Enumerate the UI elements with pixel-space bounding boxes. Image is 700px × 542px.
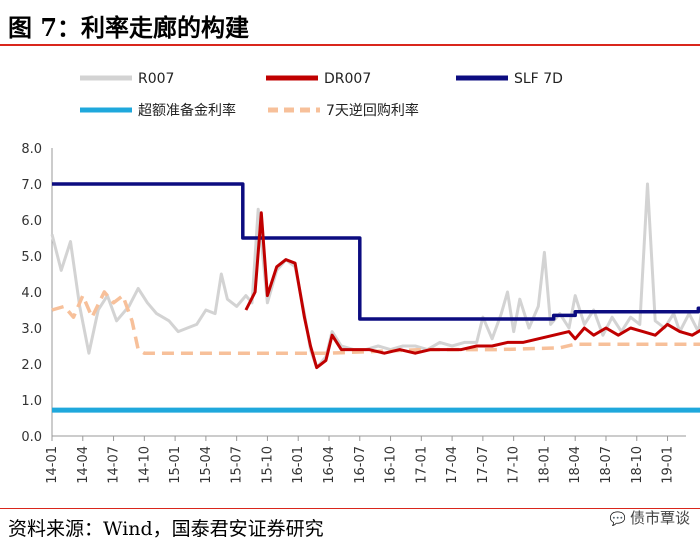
figure-title: 图 7：利率走廊的构建 [8,13,250,42]
x-tick-label: 18-04 [568,446,583,484]
watermark: 💬 债市覃谈 [610,507,690,528]
y-tick-label: 3.0 [21,322,42,337]
x-tick-label: 19-01 [661,446,676,484]
x-tick-label: 18-01 [537,446,552,484]
series-line-7天逆回购利率 [51,290,700,355]
legend-label: R007 [138,71,174,87]
title-divider [0,44,700,46]
watermark-text: 债市覃谈 [629,509,690,527]
axes: 0.0 1.0 2.0 3.0 4.0 5.0 6.0 7.0 8.0 14-01 14-04 14-… [21,142,686,484]
x-tick-label: 16-01 [291,446,306,484]
y-tick-label: 2.0 [21,358,42,373]
x-tick-label: 18-10 [630,446,645,484]
x-tick-label: 15-01 [168,446,183,484]
legend-label: 7天逆回购利率 [326,102,419,119]
chat-icon: 💬 [609,512,626,527]
x-tick-label: 17-10 [507,446,522,484]
x-tick-label: 14-10 [137,446,152,484]
x-tick-label: 15-07 [230,446,245,484]
series-line-R007 [50,182,700,370]
x-tick-label: 16-10 [384,446,399,484]
x-tick-label: 18-07 [599,446,614,484]
x-tick-label: 14-07 [107,446,122,484]
x-tick-label: 17-04 [445,446,460,484]
series-line-SLF 7D [52,182,700,321]
x-tick-label: 16-07 [353,446,368,484]
y-tick-label: 1.0 [21,394,42,409]
y-tick-label: 0.0 [21,430,42,445]
y-tick-label: 8.0 [21,142,42,157]
x-tick-label: 16-04 [322,446,337,484]
x-tick-label: 17-07 [476,446,491,484]
x-tick-label: 15-04 [199,446,214,484]
source-note: 资料来源：Wind，国泰君安证券研究 [8,518,324,540]
legend-label: 超额准备金利率 [138,102,236,119]
legend-label: DR007 [324,71,371,87]
y-tick-label: 5.0 [21,250,42,265]
x-tick-label: 17-01 [414,446,429,484]
x-tick-label: 15-10 [260,446,275,484]
series-lines [50,182,700,413]
y-tick-label: 6.0 [21,214,42,229]
series-line-DR007 [244,211,700,370]
legend-label: SLF 7D [514,71,563,87]
legend: R007 DR007 SLF 7D 超额准备金利率 7天逆回购利率 [80,71,563,119]
footer-divider [0,508,700,509]
y-tick-label: 7.0 [21,178,42,193]
y-tick-label: 4.0 [21,286,42,301]
x-tick-label: 14-04 [76,446,91,484]
x-tick-label: 14-01 [45,446,60,484]
